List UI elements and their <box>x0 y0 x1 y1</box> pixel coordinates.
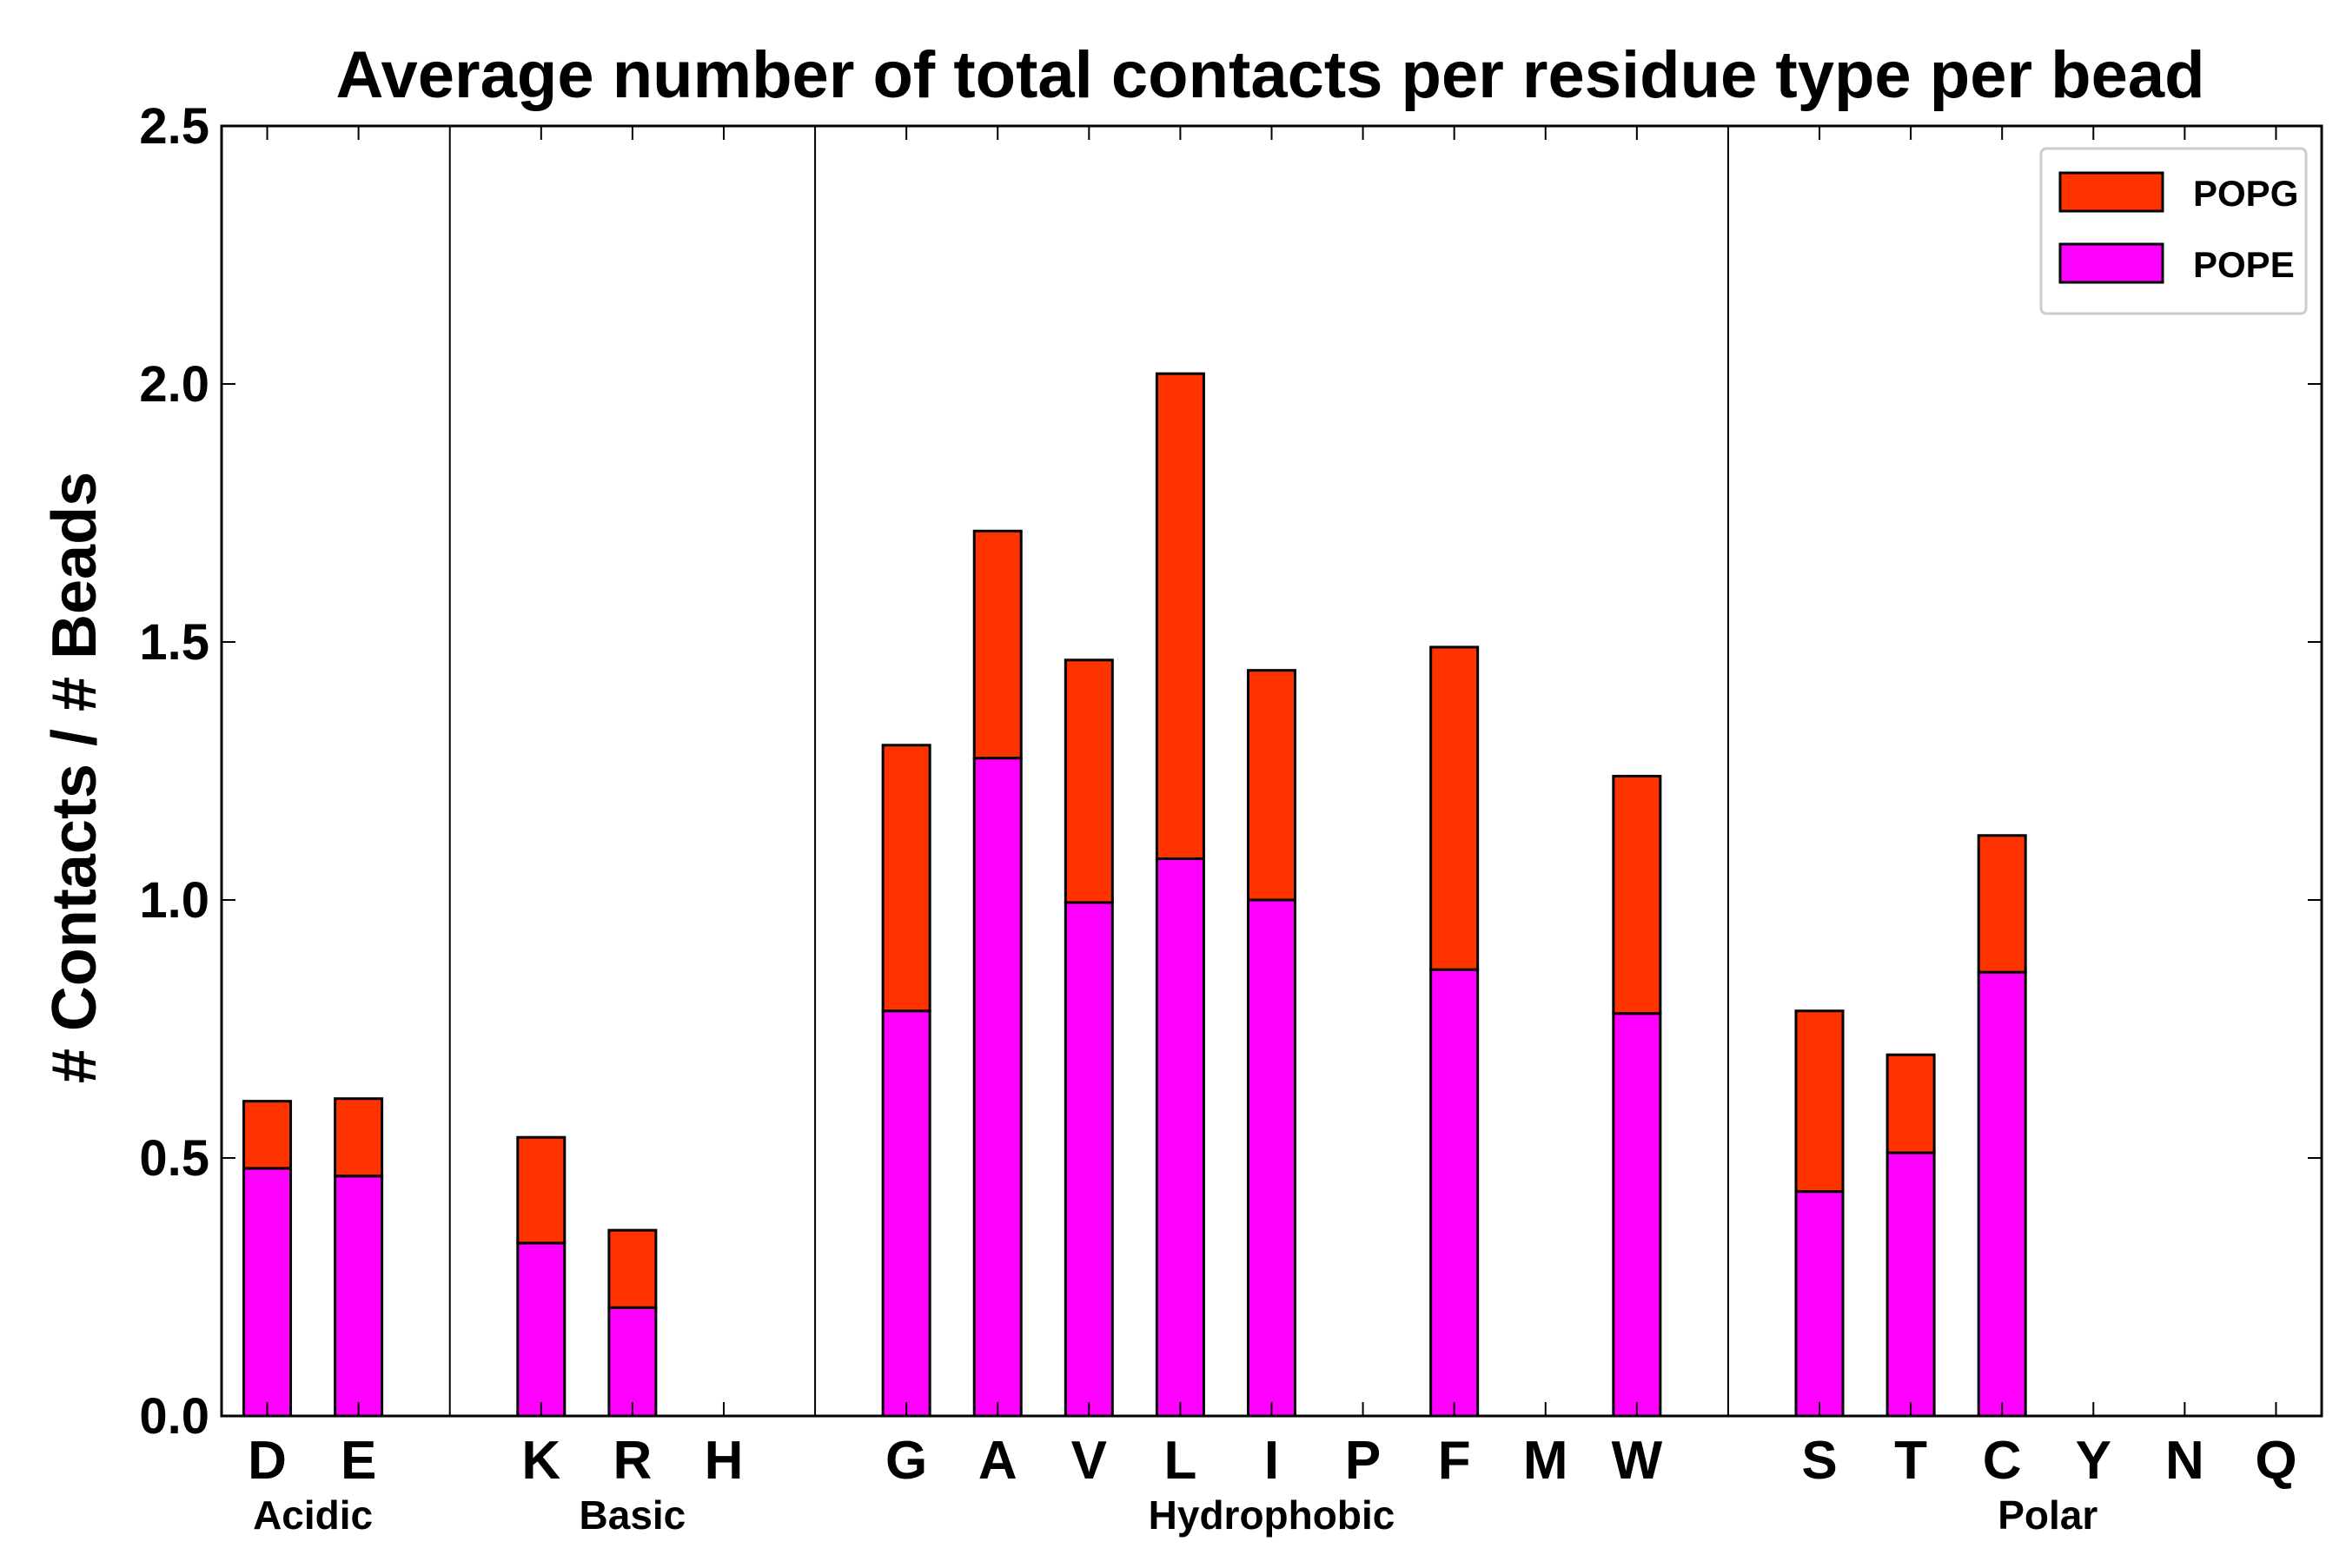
y-tick-label: 2.5 <box>139 98 209 155</box>
bar-T-popg <box>1885 1053 1936 1154</box>
x-tick-label-A: A <box>978 1431 1017 1491</box>
y-tick-label: 2.0 <box>139 356 209 413</box>
bar-A-popg <box>972 529 1023 760</box>
bar-R-pope <box>607 1306 658 1418</box>
bar-D-pope <box>242 1167 293 1418</box>
group-label-basic: Basic <box>580 1492 686 1538</box>
y-tick-label: 1.5 <box>139 614 209 671</box>
x-tick-label-Y: Y <box>2076 1431 2111 1491</box>
x-tick-label-H: H <box>705 1431 744 1491</box>
bar-A-pope <box>972 757 1023 1418</box>
bar-E-pope <box>334 1174 384 1418</box>
bar-G-pope <box>881 1009 931 1418</box>
bar-T-pope <box>1885 1151 1936 1418</box>
bar-W-popg <box>1612 774 1662 1016</box>
x-tick-label-G: G <box>885 1431 927 1491</box>
x-tick-label-L: L <box>1163 1431 1196 1491</box>
bar-S-pope <box>1794 1190 1845 1418</box>
y-tick-label: 1.0 <box>139 872 209 929</box>
bar-I-popg <box>1247 669 1296 902</box>
bar-V-pope <box>1064 901 1114 1418</box>
bar-K-popg <box>516 1135 567 1245</box>
x-tick-label-K: K <box>521 1431 560 1491</box>
bar-C-popg <box>1977 834 2027 974</box>
bar-K-pope <box>516 1241 567 1418</box>
x-tick-label-I: I <box>1264 1431 1279 1491</box>
group-label-polar: Polar <box>1998 1492 2097 1538</box>
x-tick-label-S: S <box>1801 1431 1837 1491</box>
x-tick-label-P: P <box>1345 1431 1381 1491</box>
x-tick-label-M: M <box>1523 1431 1568 1491</box>
x-tick-label-T: T <box>1894 1431 1927 1491</box>
x-tick-label-C: C <box>1983 1431 2022 1491</box>
bar-S-popg <box>1794 1009 1845 1194</box>
y-tick-label: 0.5 <box>139 1130 209 1187</box>
legend-label-pope: POPE <box>2193 244 2295 285</box>
x-tick-label-V: V <box>1071 1431 1107 1491</box>
group-label-acidic: Acidic <box>253 1492 373 1538</box>
bar-W-pope <box>1612 1012 1662 1418</box>
bar-L-popg <box>1155 372 1205 860</box>
legend-label-popg: POPG <box>2193 173 2298 214</box>
group-label-hydrophobic: Hydrophobic <box>1149 1492 1395 1538</box>
plot-area: 0.0 0.5 1.0 1.5 2.0 2.5 D E K R H G A V L I P F M W S T C Y N Q Ac… <box>139 98 2323 1538</box>
bar-G-popg <box>881 744 931 1013</box>
x-tick-label-E: E <box>341 1431 376 1491</box>
bar-E-popg <box>334 1097 384 1178</box>
bar-R-popg <box>607 1228 658 1309</box>
x-tick-label-N: N <box>2165 1431 2204 1491</box>
chart-title: Average number of total contacts per res… <box>335 38 2204 112</box>
x-tick-label-W: W <box>1612 1431 1663 1491</box>
legend-swatch-popg <box>2058 171 2164 213</box>
x-tick-label-R: R <box>613 1431 653 1491</box>
bar-F-popg <box>1429 645 1480 971</box>
y-tick-label: 0.0 <box>139 1388 209 1445</box>
bar-I-pope <box>1247 898 1296 1418</box>
bar-C-pope <box>1977 970 2027 1418</box>
bar-L-pope <box>1155 857 1205 1418</box>
x-tick-label-F: F <box>1438 1431 1471 1491</box>
bar-F-pope <box>1429 968 1480 1418</box>
x-tick-label-Q: Q <box>2255 1431 2296 1491</box>
x-tick-label-D: D <box>248 1431 287 1491</box>
legend-swatch-pope <box>2058 242 2164 284</box>
bar-V-popg <box>1064 658 1114 904</box>
bar-D-popg <box>242 1100 293 1170</box>
y-axis-label: # Contacts / # Beads <box>40 472 109 1083</box>
